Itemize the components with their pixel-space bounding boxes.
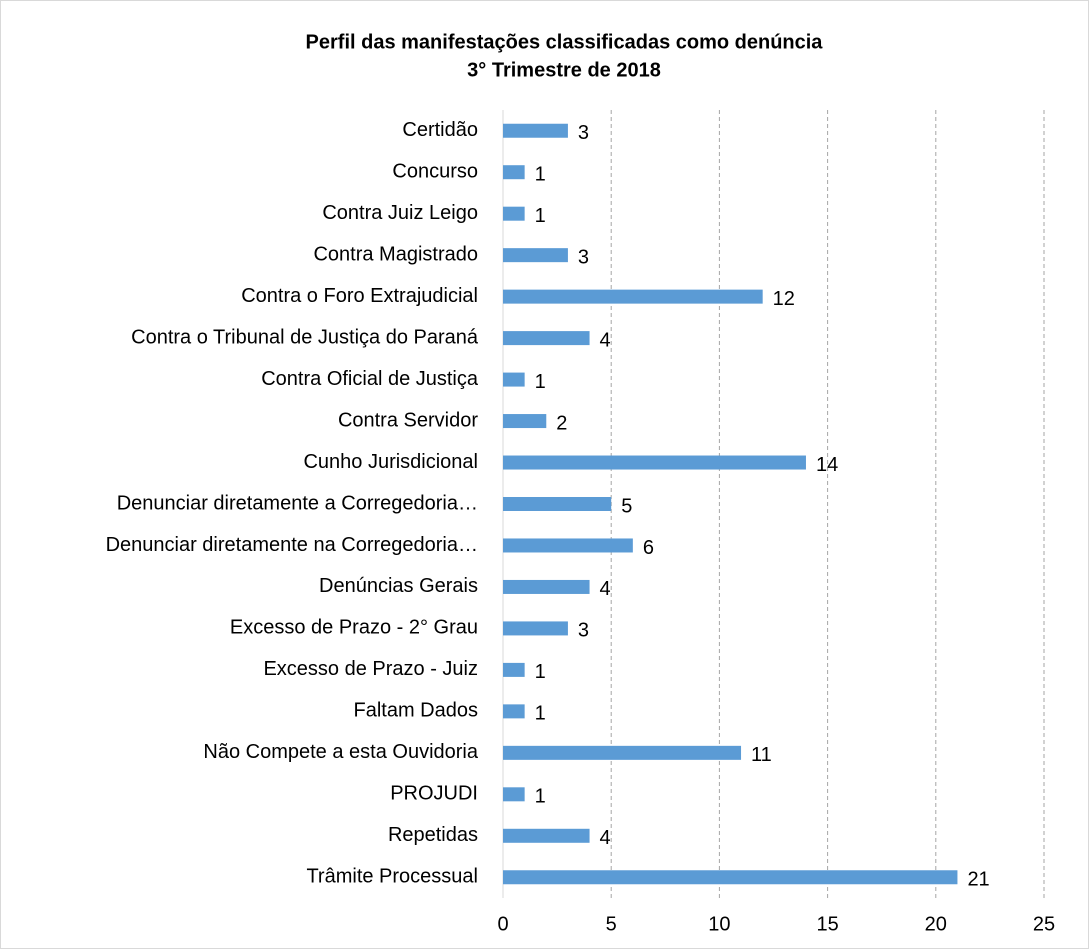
y-tick-label: Repetidas xyxy=(388,824,478,846)
y-tick-label: Concurso xyxy=(392,160,478,182)
value-label: 4 xyxy=(600,329,611,351)
bar xyxy=(503,497,612,511)
y-tick-label: Contra o Foro Extrajudicial xyxy=(241,285,478,307)
value-label: 1 xyxy=(535,661,546,683)
bar xyxy=(503,206,525,221)
value-label: 11 xyxy=(751,744,772,766)
y-tick-label: Excesso de Prazo - Juiz xyxy=(263,658,478,680)
y-tick-label: Cunho Jurisdicional xyxy=(303,451,478,473)
y-tick-label: Denúncias Gerais xyxy=(319,575,478,597)
value-label: 1 xyxy=(535,703,546,725)
bar xyxy=(503,870,958,885)
chart-title: Perfil das manifestações classificadas c… xyxy=(306,31,824,53)
y-tick-label: Não Compete a esta Ouvidoria xyxy=(203,741,478,763)
bar xyxy=(503,414,547,429)
y-tick-label: Excesso de Prazo - 2° Grau xyxy=(230,617,478,639)
bar xyxy=(503,828,590,843)
bar xyxy=(503,248,568,263)
y-tick-label: Certidão xyxy=(402,119,478,141)
bar xyxy=(503,579,590,594)
y-tick-label: Contra Magistrado xyxy=(313,243,478,265)
y-tick-label: Contra o Tribunal de Justiça do Paraná xyxy=(131,326,479,348)
value-label: 3 xyxy=(578,620,589,642)
bar xyxy=(503,745,742,760)
bar xyxy=(503,455,806,470)
chart-subtitle: 3° Trimestre de 2018 xyxy=(467,59,661,81)
y-tick-label: Denunciar diretamente a Corregedoria… xyxy=(117,492,478,514)
bar xyxy=(503,621,568,636)
value-label: 4 xyxy=(600,827,611,849)
y-tick-label: Denunciar diretamente na Corregedoria… xyxy=(106,534,478,556)
y-tick-label: Faltam Dados xyxy=(354,700,479,722)
x-tick-label: 0 xyxy=(497,913,508,935)
bar xyxy=(503,165,525,180)
value-label: 21 xyxy=(967,869,989,891)
bar xyxy=(503,538,633,553)
y-tick-label: Contra Oficial de Justiça xyxy=(261,368,479,390)
bar xyxy=(503,787,525,802)
value-label: 4 xyxy=(600,578,611,600)
x-tick-label: 5 xyxy=(606,913,617,935)
x-tick-label: 15 xyxy=(816,913,838,935)
bar xyxy=(503,289,763,304)
value-label: 12 xyxy=(773,288,795,310)
value-label: 1 xyxy=(535,786,546,808)
bar xyxy=(503,372,525,387)
y-tick-label: PROJUDI xyxy=(390,783,478,805)
x-tick-label: 20 xyxy=(925,913,947,935)
value-label: 1 xyxy=(535,205,546,227)
bar xyxy=(503,331,590,346)
x-tick-label: 10 xyxy=(708,913,730,935)
value-label: 6 xyxy=(643,537,654,559)
x-tick-label: 25 xyxy=(1033,913,1055,935)
y-tick-label: Trâmite Processual xyxy=(306,866,478,888)
value-label: 3 xyxy=(578,122,589,144)
bar xyxy=(503,704,525,719)
bar xyxy=(503,662,525,677)
value-label: 1 xyxy=(535,163,546,185)
bar xyxy=(503,123,568,138)
value-label: 14 xyxy=(816,454,838,476)
y-tick-label: Contra Juiz Leigo xyxy=(322,202,478,224)
value-label: 5 xyxy=(621,495,632,517)
value-label: 2 xyxy=(556,412,567,434)
value-label: 3 xyxy=(578,246,589,268)
value-label: 1 xyxy=(535,371,546,393)
y-tick-label: Contra Servidor xyxy=(338,409,478,431)
